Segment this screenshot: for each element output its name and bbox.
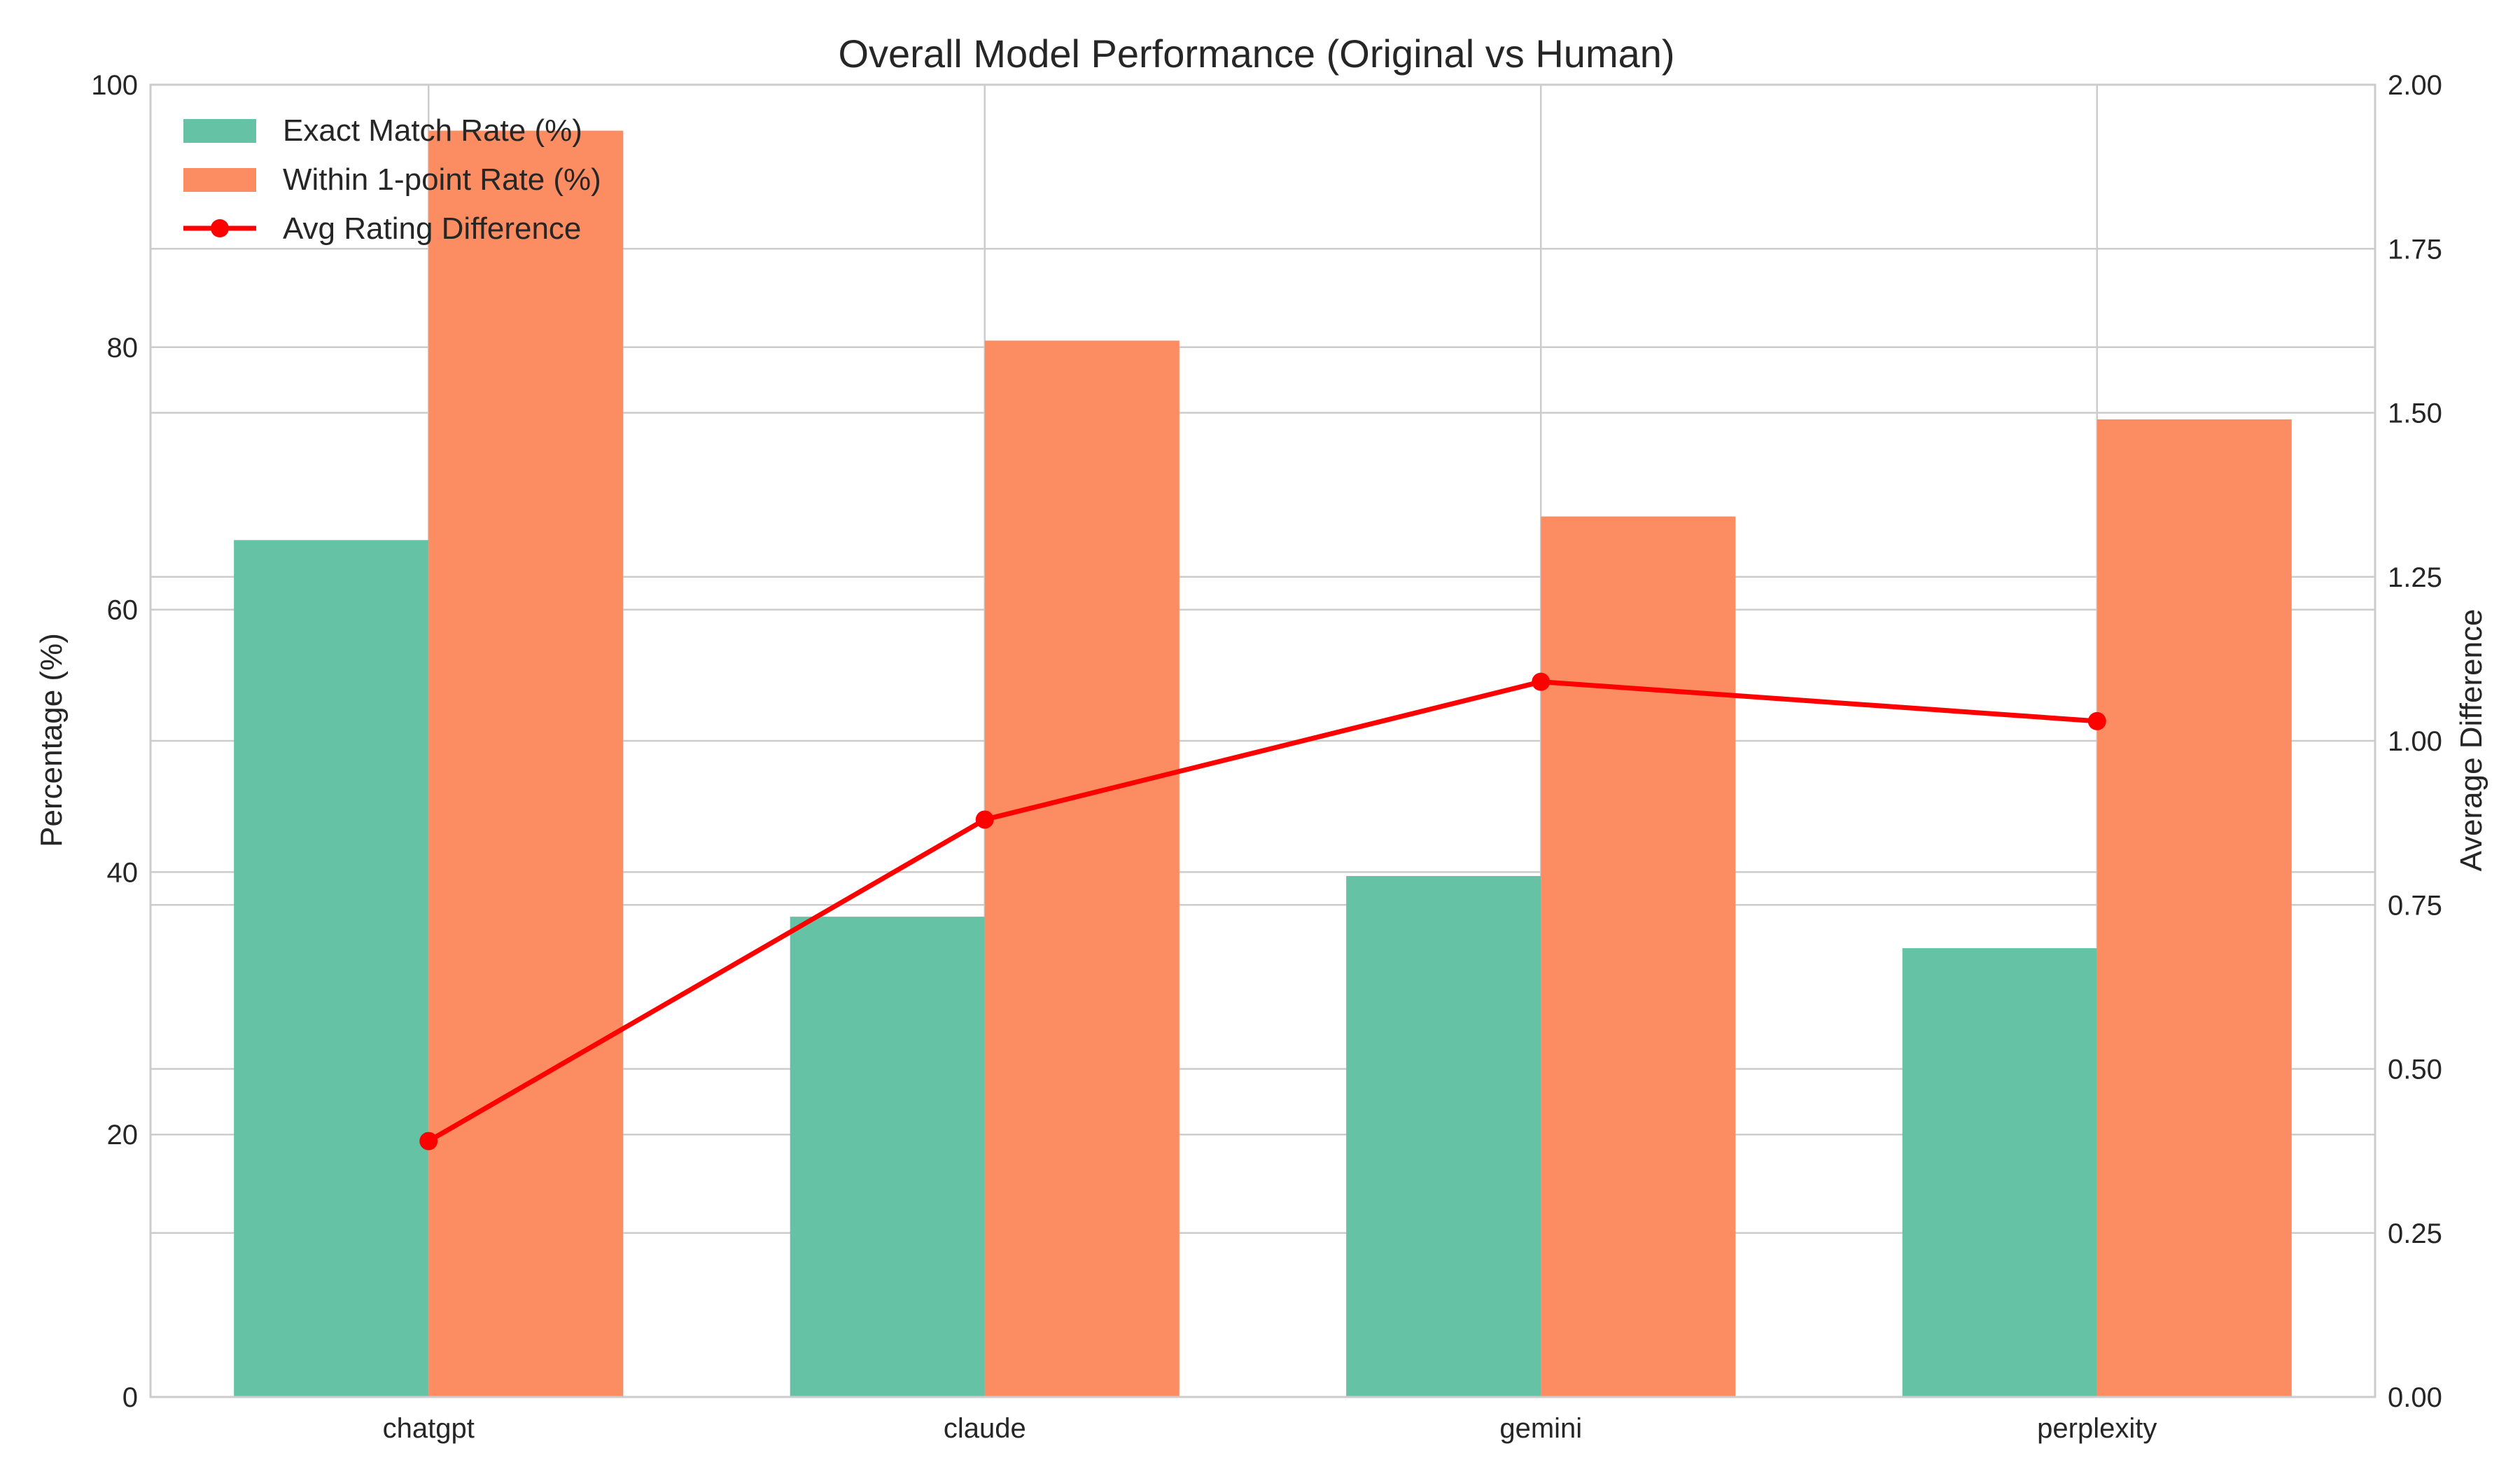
line-layer <box>419 672 2106 1150</box>
y-tick-label: 0 <box>122 1382 138 1413</box>
y2-tick-label: 0.00 <box>2388 1382 2442 1413</box>
y-tick-label: 20 <box>107 1120 139 1150</box>
x-tick-label: claude <box>944 1413 1026 1444</box>
legend-marker <box>211 219 229 237</box>
bar-within-1-point-rate-claude <box>984 340 1180 1398</box>
x-tick-label: perplexity <box>2037 1413 2157 1444</box>
y-tick-label: 100 <box>91 70 138 101</box>
bar-exact-match-rate-gemini <box>1346 876 1541 1397</box>
y-tick-label: 60 <box>107 595 139 626</box>
bar-layer <box>234 130 2292 1398</box>
point-avg-rating-difference-gemini <box>1532 672 1550 691</box>
plot-frame <box>149 83 2376 1398</box>
y-tick-label: 40 <box>107 857 139 888</box>
y2-axis-title: Average Difference <box>2454 609 2488 871</box>
chart-title: Overall Model Performance (Original vs H… <box>838 32 1674 76</box>
y2-tick-label: 0.50 <box>2388 1055 2442 1085</box>
point-avg-rating-difference-claude <box>975 810 994 829</box>
y-tick-label: 80 <box>107 333 139 363</box>
legend-swatch <box>183 119 256 143</box>
bar-within-1-point-rate-perplexity <box>2096 419 2292 1397</box>
legend: Exact Match Rate (%) Within 1-point Rate … <box>183 113 601 246</box>
bar-within-1-point-rate-gemini <box>1541 516 1736 1397</box>
bar-exact-match-rate-perplexity <box>1902 948 2097 1397</box>
x-tick-label: gemini <box>1499 1413 1582 1444</box>
y2-tick-label: 0.25 <box>2388 1218 2442 1249</box>
bar-exact-match-rate-claude <box>790 917 985 1397</box>
y2-tick-label: 1.00 <box>2388 726 2442 757</box>
y2-tick-label: 1.50 <box>2388 398 2442 429</box>
y2-tick-label: 1.25 <box>2388 562 2442 593</box>
line-avg-rating-difference <box>427 679 2097 1143</box>
legend-label: Avg Rating Difference <box>283 211 581 246</box>
y2-tick-label: 2.00 <box>2388 70 2442 101</box>
point-avg-rating-difference-perplexity <box>2087 711 2106 730</box>
y2-tick-label: 0.75 <box>2388 890 2442 921</box>
x-tick-label: chatgpt <box>383 1413 475 1444</box>
bar-within-1-point-rate-chatgpt <box>428 130 624 1398</box>
y-axis-title: Percentage (%) <box>34 633 69 847</box>
legend-label: Exact Match Rate (%) <box>283 113 582 148</box>
point-avg-rating-difference-chatgpt <box>419 1132 438 1150</box>
legend-swatch <box>183 168 256 192</box>
y2-tick-label: 1.75 <box>2388 234 2442 265</box>
bar-exact-match-rate-chatgpt <box>234 540 429 1397</box>
axis-layer: 0 20 40 60 80 100 0.00 0.25 0.50 0.75 1.00 1.25 1.50… <box>91 70 2442 1444</box>
legend-label: Within 1-point Rate (%) <box>283 162 601 197</box>
